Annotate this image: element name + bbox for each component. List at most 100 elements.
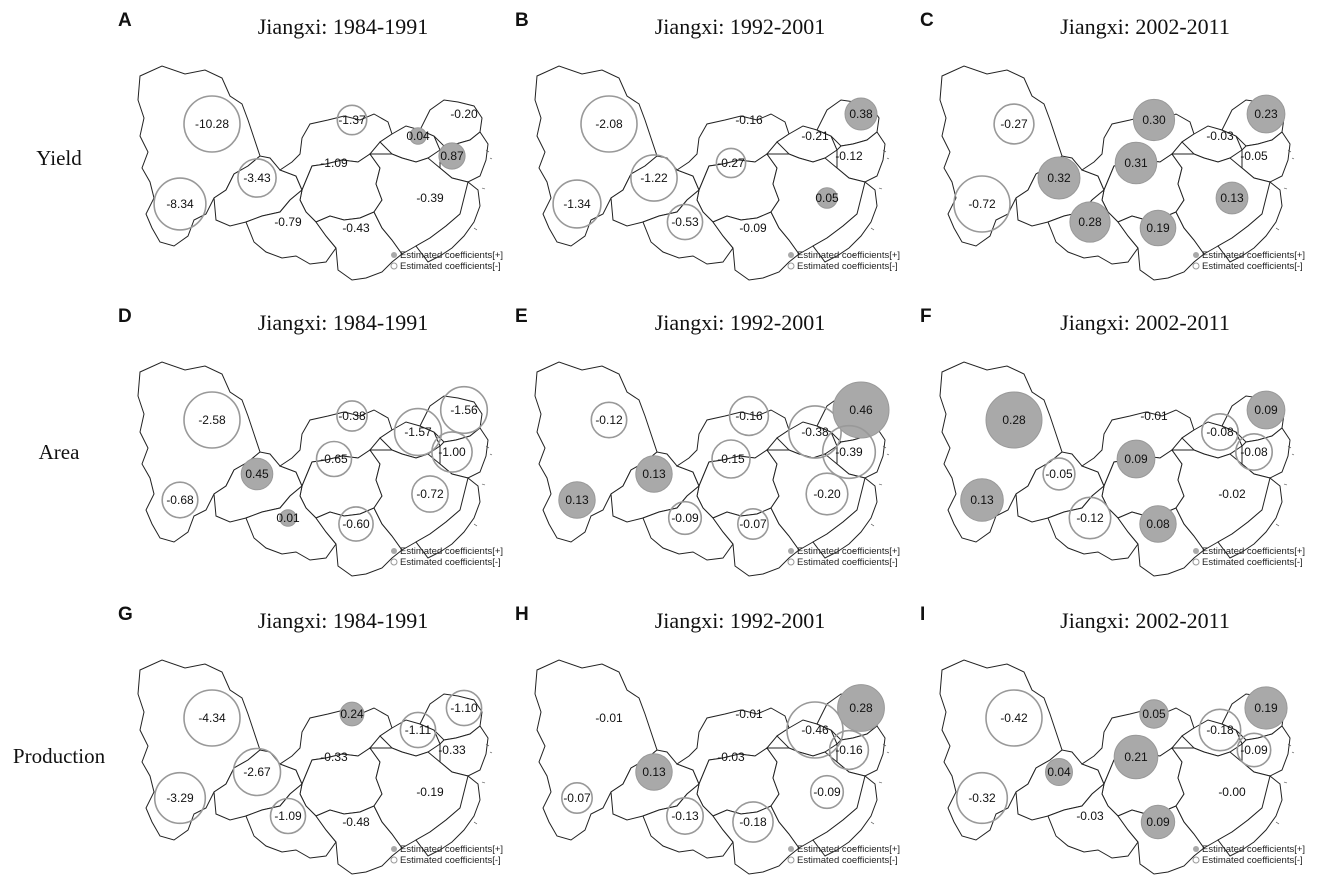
coefficient-label: 0.09 [1254,403,1278,417]
panel-title: Jiangxi: 1992-2001 [654,608,826,633]
coefficient-label: -0.01 [1140,409,1168,423]
map-panel-h: -0.01 -0.07 0.13 -0.01 -0.03 -0.13 -0.18 -0.46 0… [515,594,955,886]
panel-letter: G [118,604,133,625]
bubble-positive [409,127,427,145]
bubble-negative [269,797,307,835]
panel-title: Jiangxi: 2002-2011 [1060,608,1230,633]
legend-positive-swatch [788,548,794,554]
legend-positive-swatch [391,548,397,554]
coefficient-label: -0.18 [1206,723,1234,737]
legend-positive-label: Estimated coefficients[+] [400,250,503,261]
coefficient-label: -0.20 [450,107,478,121]
legend-negative-swatch [390,262,398,270]
coefficient-label: 0.23 [1254,107,1278,121]
bubble-negative [237,158,277,198]
legend-positive-swatch [1193,548,1199,554]
panel-letter: H [515,604,529,625]
coastal-islands [1257,149,1295,257]
legend-negative-swatch [1192,558,1200,566]
region-11 [1217,477,1283,559]
bubble-negative [399,711,437,749]
bubble-positive [635,455,673,493]
bubble-negative [439,385,489,435]
bubble-negative [666,797,705,836]
bubble-negative [1068,496,1112,540]
panel-title: Jiangxi: 1984-1991 [257,310,429,335]
coefficient-label: -0.12 [595,413,623,427]
region-10 [369,153,473,255]
region-11 [415,775,481,857]
coefficient-label: 0.21 [1124,750,1148,764]
coefficient-label: -0.79 [274,215,302,229]
panel-letter: F [920,306,932,327]
coefficient-label: -0.08 [1206,425,1234,439]
region-11 [812,775,878,857]
panel-letter: A [118,10,132,31]
bubble-negative [590,401,628,439]
coefficient-label: -0.16 [835,743,863,757]
legend-negative-label: Estimated coefficients[-] [400,855,501,866]
coefficient-label: -0.39 [835,445,863,459]
bubble-negative [315,440,353,478]
province-map: -0.42 -0.32 0.04 0.05 0.21 -0.03 0.09 -0.18 0.19… [939,659,1305,875]
legend: Estimated coefficients[+]Estimated coeff… [1192,250,1305,272]
coefficient-label: 0.13 [642,467,666,481]
region-6 [315,507,403,577]
region-11 [812,477,878,559]
coefficient-label: 0.05 [815,191,839,205]
bubble-positive [1139,209,1177,247]
legend-negative-swatch [787,558,795,566]
coefficient-label: -0.03 [1206,129,1234,143]
coefficient-label: -0.00 [1218,785,1246,799]
legend: Estimated coefficients[+]Estimated coeff… [787,250,900,272]
row-label-area: Area [38,440,80,464]
bubble-negative [786,701,844,759]
coefficient-label: 0.38 [849,107,873,121]
map-panel-a: -10.28 -8.34 -3.43 -1.37 -1.09 -0.79 -0.43 0.04… [118,0,558,292]
coefficient-label: 0.19 [1146,221,1170,235]
coastal-islands [852,149,890,257]
bubble-positive [1069,201,1111,243]
region-1 [137,65,261,247]
legend-positive-label: Estimated coefficients[+] [400,546,503,557]
region-6 [712,507,800,577]
bubble-negative [552,179,602,229]
bubble-negative [183,689,241,747]
province-map: -2.08 -1.34 -1.22 -0.16 -0.27 -0.53 -0.09 -0.21… [534,65,900,281]
coefficient-label: -1.34 [563,197,591,211]
legend-negative-swatch [787,856,795,864]
legend-positive-label: Estimated coefficients[+] [797,546,900,557]
bubble-negative [737,508,770,541]
coefficient-label: -2.58 [198,413,226,427]
coastal-islands [1257,445,1295,553]
legend: Estimated coefficients[+]Estimated coeff… [1192,844,1305,866]
legend-negative-label: Estimated coefficients[-] [400,557,501,568]
coefficient-label: -1.10 [450,701,478,715]
bubble-positive [240,457,274,491]
coefficient-label: 0.31 [1124,156,1148,170]
bubble-positive [960,478,1004,522]
bubble-negative [788,405,842,459]
coastal-islands [852,445,890,553]
province-map: -10.28 -8.34 -3.43 -1.37 -1.09 -0.79 -0.43 0.04… [137,65,503,281]
coefficient-label: 0.04 [406,129,430,143]
coefficient-label: -0.33 [320,750,348,764]
panel-title: Jiangxi: 2002-2011 [1060,14,1230,39]
legend-negative-label: Estimated coefficients[-] [400,261,501,272]
map-panel-g: -4.34 -3.29 -2.67 0.24 -0.33 -1.09 -0.48 -1.11-… [118,594,558,886]
bubble-negative [821,424,877,480]
bubble-negative [955,771,1009,825]
legend: Estimated coefficients[+]Estimated coeff… [1192,546,1305,568]
coefficient-label: -0.33 [438,743,466,757]
legend-positive-label: Estimated coefficients[+] [400,844,503,855]
coefficient-label: -0.09 [671,511,699,525]
bubble-positive [1114,141,1158,185]
legend-negative-swatch [390,558,398,566]
coastal-islands [455,445,493,553]
coefficient-label: -0.27 [717,156,745,170]
coefficient-label: -0.53 [671,215,699,229]
coefficient-label: 0.01 [276,511,300,525]
region-11 [1217,181,1283,263]
region-8 [419,395,483,443]
coefficient-label: -0.27 [1000,117,1028,131]
